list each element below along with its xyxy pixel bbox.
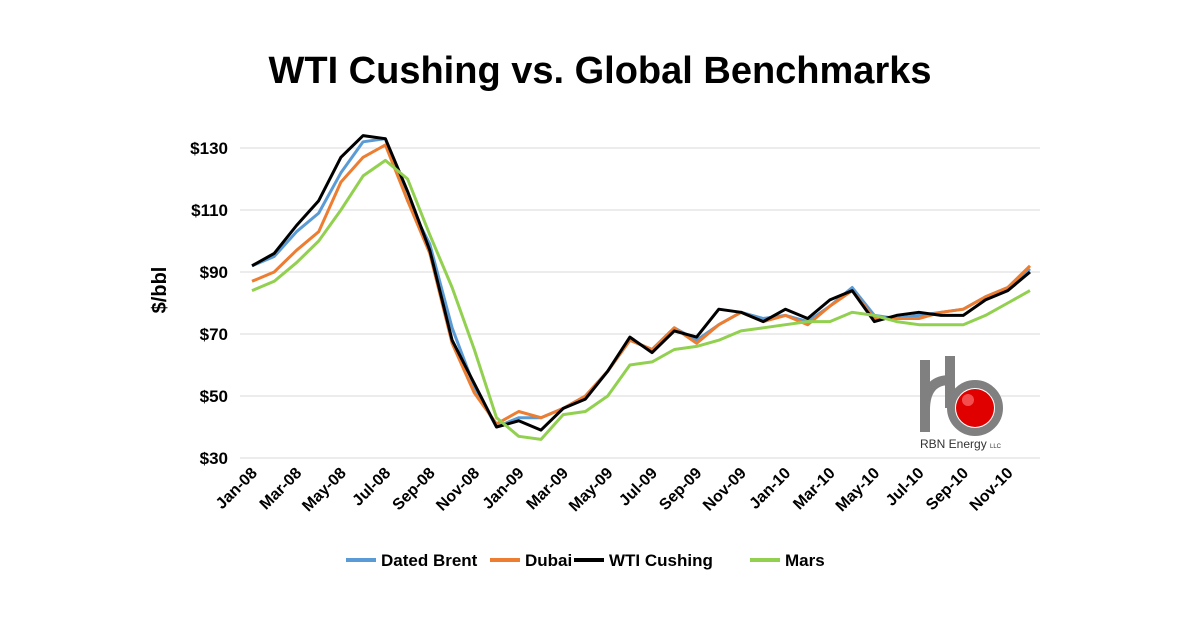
y-tick-label: $30 bbox=[200, 449, 228, 468]
x-tick-label: Nov-10 bbox=[967, 465, 1017, 515]
y-tick-label: $70 bbox=[200, 325, 228, 344]
logo-suffix: LLC bbox=[990, 444, 1002, 450]
x-tick-label: May-08 bbox=[299, 465, 349, 515]
y-tick-labels: $30 $50 $70 $90 $110 $130 bbox=[190, 139, 228, 468]
x-tick-label: Nov-09 bbox=[700, 465, 750, 515]
series-line-dated-brent bbox=[251, 137, 1031, 429]
x-tick-label: Jul-10 bbox=[883, 465, 928, 510]
series-line-dubai bbox=[251, 143, 1032, 426]
x-tick-label: Jan-09 bbox=[480, 465, 528, 513]
series-line-mars bbox=[251, 158, 1031, 441]
series-line-wti-cushing bbox=[251, 134, 1031, 432]
logo-company-name: RBN Energy bbox=[920, 437, 987, 451]
x-tick-label: Jan-10 bbox=[746, 465, 794, 513]
y-axis-label: $/bbl bbox=[149, 267, 171, 314]
legend-entry: Dated Brent bbox=[381, 551, 478, 570]
x-tick-label: May-10 bbox=[833, 465, 883, 515]
legend-entry: Dubai bbox=[525, 551, 572, 570]
x-tick-label: Mar-10 bbox=[790, 465, 839, 514]
y-tick-label: $130 bbox=[190, 139, 228, 158]
x-tick-label: Jul-09 bbox=[616, 465, 661, 510]
rbn-logo-icon: RBN Energy LLC bbox=[920, 356, 1003, 451]
gridlines bbox=[240, 147, 1040, 459]
x-tick-label: Sep-10 bbox=[923, 465, 972, 514]
y-tick-label: $50 bbox=[200, 387, 228, 406]
chart-title: WTI Cushing vs. Global Benchmarks bbox=[268, 50, 932, 92]
series-lines bbox=[251, 134, 1032, 441]
x-tick-label: Nov-08 bbox=[433, 465, 483, 515]
legend-entry: Mars bbox=[785, 551, 825, 570]
x-tick-label: Mar-09 bbox=[524, 465, 573, 514]
legend-entry: WTI Cushing bbox=[609, 551, 713, 570]
x-tick-label: Sep-09 bbox=[656, 465, 705, 514]
x-tick-label: Mar-08 bbox=[257, 465, 306, 514]
y-tick-label: $90 bbox=[200, 263, 228, 282]
y-tick-label: $110 bbox=[191, 201, 228, 220]
x-tick-label: Sep-08 bbox=[390, 465, 439, 514]
legend: Dated Brent Dubai WTI Cushing Mars bbox=[346, 551, 825, 570]
x-tick-label: May-09 bbox=[566, 465, 616, 515]
x-tick-label: Jul-08 bbox=[349, 465, 394, 510]
x-tick-label: Jan-08 bbox=[213, 465, 261, 513]
